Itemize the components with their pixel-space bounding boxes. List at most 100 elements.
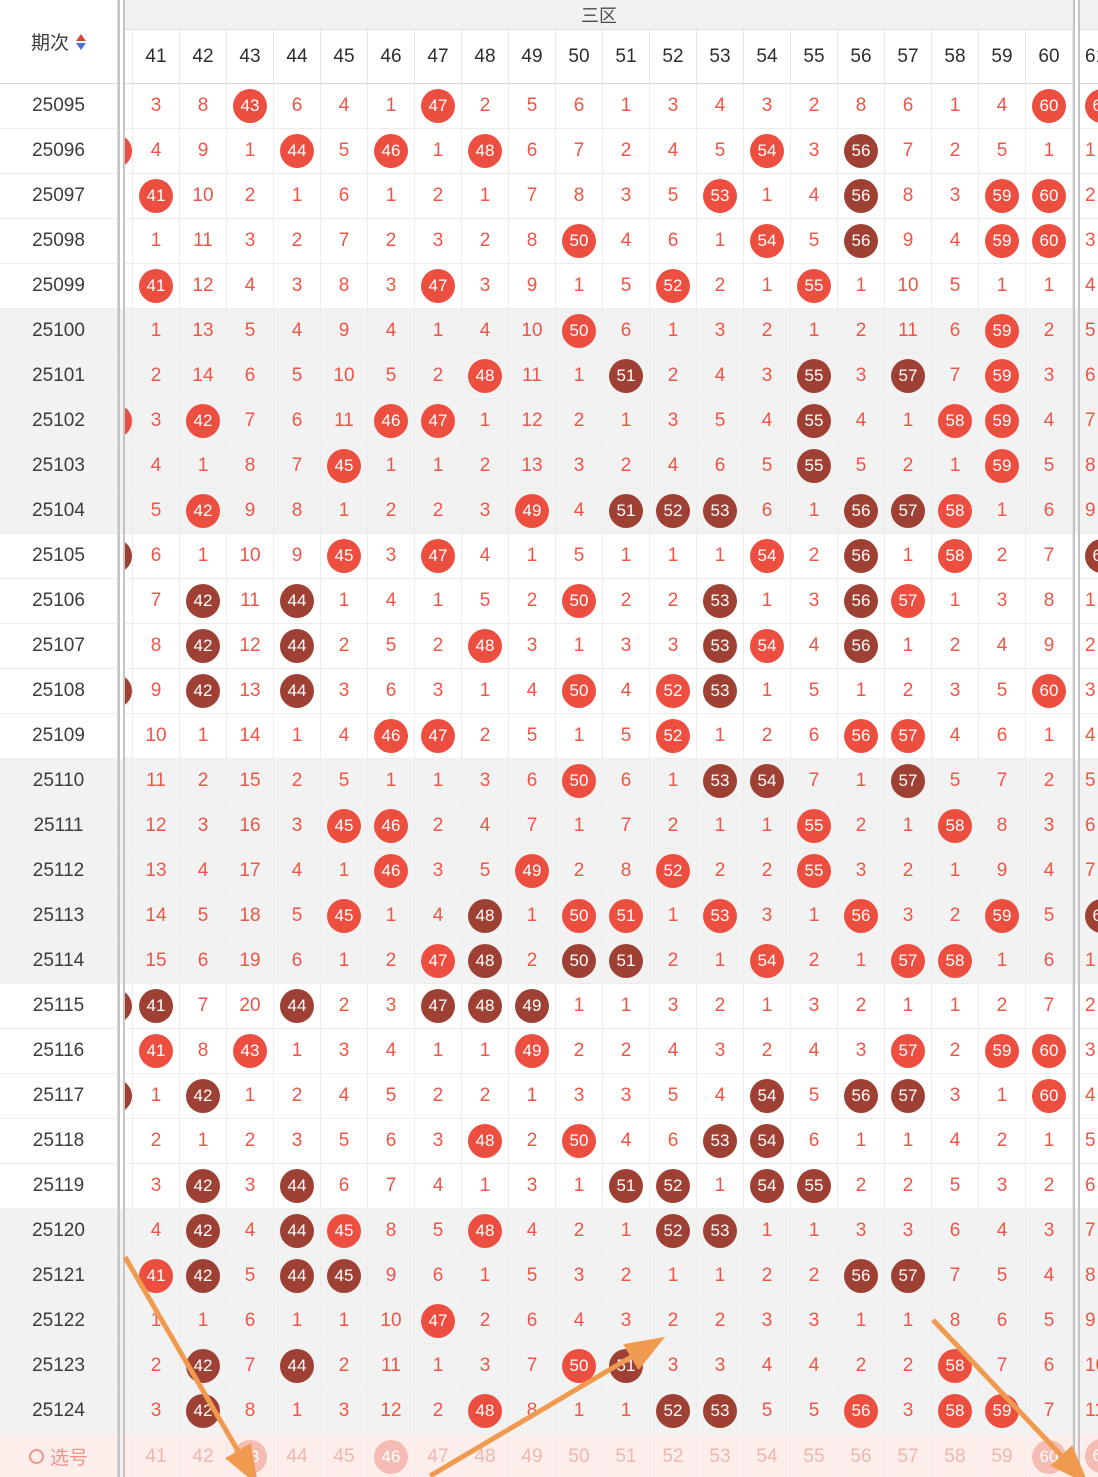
select-number-47[interactable]: 47 [415, 1434, 462, 1477]
select-number-53[interactable]: 53 [697, 1434, 744, 1477]
ball-58: 58 [938, 494, 972, 528]
miss-cell: 4 [133, 129, 180, 174]
miss-cell: 2 [885, 849, 932, 894]
miss-cell: 3 [744, 354, 791, 399]
repeat-ball-56: 56 [844, 224, 878, 258]
miss-cell: 9 [885, 219, 932, 264]
hit-cell: 60 [1026, 174, 1073, 219]
miss-cell: 2 [791, 534, 838, 579]
select-number-57[interactable]: 57 [885, 1434, 932, 1477]
select-number-44[interactable]: 44 [274, 1434, 321, 1477]
miss-cell: 3 [650, 984, 697, 1029]
select-number-48[interactable]: 48 [462, 1434, 509, 1477]
miss-cell: 2 [227, 1119, 274, 1164]
hit-cell: 59 [979, 444, 1026, 489]
hit-cell: 50 [556, 894, 603, 939]
next-zone-partial-header: 61 [1080, 0, 1098, 84]
miss-cell: 8 [1026, 579, 1073, 624]
select-number-45[interactable]: 45 [321, 1434, 368, 1477]
miss-cell: 2 [415, 624, 462, 669]
select-number-55[interactable]: 55 [791, 1434, 838, 1477]
sort-asc-icon[interactable] [76, 33, 86, 41]
select-row-label[interactable]: 选号 [0, 1434, 118, 1477]
hit-cell: 52 [650, 669, 697, 714]
miss-cell: 2 [274, 759, 321, 804]
zone-divider-left [118, 939, 125, 984]
hit-cell: 42 [180, 1344, 227, 1389]
select-number-41[interactable]: 41 [133, 1434, 180, 1477]
miss-cell: 12 [180, 264, 227, 309]
miss-cell: 1 [932, 444, 979, 489]
ball-42: 42 [186, 404, 220, 438]
miss-cell: 1 [133, 1074, 180, 1119]
ball-46: 46 [374, 854, 408, 888]
table-row: 25121 41 42 5 44 45 9 6 1 5 3 2 1 1 2 2 56 57 7 5 4 8 [0, 1254, 1098, 1299]
hit-cell: 46 [368, 714, 415, 759]
miss-cell: 3 [556, 1074, 603, 1119]
select-ball-46[interactable]: 46 [374, 1439, 408, 1474]
ball-43: 43 [233, 1034, 267, 1068]
select-number-58[interactable]: 58 [932, 1434, 979, 1477]
period-cell: 25104 [0, 489, 118, 534]
miss-cell: 1 [744, 174, 791, 219]
select-number-54[interactable]: 54 [744, 1434, 791, 1477]
select-ball-43[interactable]: 43 [233, 1439, 267, 1474]
miss-cell: 11 [321, 399, 368, 444]
select-ball-60[interactable]: 60 [1032, 1439, 1066, 1474]
miss-cell: 7 [979, 1344, 1026, 1389]
ball-51: 51 [609, 899, 643, 933]
miss-cell: 4 [180, 849, 227, 894]
hit-cell: 54 [744, 939, 791, 984]
ball-49: 49 [515, 494, 549, 528]
partial-column-cell: 4 [1080, 714, 1098, 759]
hit-cell: 49 [509, 849, 556, 894]
partial-column-cell: 8 [1080, 1254, 1098, 1299]
hit-cell: 49 [509, 1029, 556, 1074]
repeat-ball-53: 53 [703, 674, 737, 708]
select-number-60[interactable]: 60 [1026, 1434, 1073, 1477]
miss-cell: 3 [697, 1344, 744, 1389]
period-sort-header[interactable]: 期次 [0, 0, 118, 84]
select-number-49[interactable]: 49 [509, 1434, 556, 1477]
miss-cell: 2 [1026, 309, 1073, 354]
select-number-51[interactable]: 51 [603, 1434, 650, 1477]
select-number-50[interactable]: 50 [556, 1434, 603, 1477]
select-number-42[interactable]: 42 [180, 1434, 227, 1477]
ball-55: 55 [797, 809, 831, 843]
miss-cell: 7 [321, 219, 368, 264]
select-number-59[interactable]: 59 [979, 1434, 1026, 1477]
hit-cell: 52 [650, 849, 697, 894]
column-header-61-partial: 61 [1080, 30, 1098, 84]
hit-cell: 56 [838, 174, 885, 219]
select-number-43[interactable]: 43 [227, 1434, 274, 1477]
clipped-ball [125, 1079, 132, 1113]
miss-cell: 2 [133, 354, 180, 399]
repeat-ball-42: 42 [186, 674, 220, 708]
miss-cell: 11 [509, 354, 556, 399]
select-number-56[interactable]: 56 [838, 1434, 885, 1477]
hit-cell: 51 [603, 894, 650, 939]
miss-cell: 2 [1026, 1164, 1073, 1209]
miss-cell: 1 [838, 1119, 885, 1164]
miss-cell: 1 [697, 534, 744, 579]
zone-divider-right [1073, 849, 1080, 894]
miss-cell: 2 [650, 1299, 697, 1344]
miss-cell: 4 [1026, 399, 1073, 444]
miss-cell: 10 [321, 354, 368, 399]
miss-cell: 1 [180, 534, 227, 579]
miss-cell: 1 [744, 579, 791, 624]
hit-cell: 56 [838, 579, 885, 624]
repeat-ball-44: 44 [280, 674, 314, 708]
repeat-ball-55: 55 [797, 404, 831, 438]
miss-cell: 6 [650, 219, 697, 264]
miss-cell: 5 [509, 714, 556, 759]
table-row: 25101 2 14 6 5 10 5 2 48 11 1 51 2 4 3 55 3 57 7 59 3 6 [0, 354, 1098, 399]
prev-zone-edge [125, 399, 133, 444]
sort-desc-icon[interactable] [76, 42, 86, 50]
select-number-46[interactable]: 46 [368, 1434, 415, 1477]
select-number-52[interactable]: 52 [650, 1434, 697, 1477]
miss-cell: 5 [650, 1074, 697, 1119]
miss-cell: 1 [1026, 129, 1073, 174]
hit-cell: 60 [1026, 219, 1073, 264]
miss-cell: 2 [415, 354, 462, 399]
